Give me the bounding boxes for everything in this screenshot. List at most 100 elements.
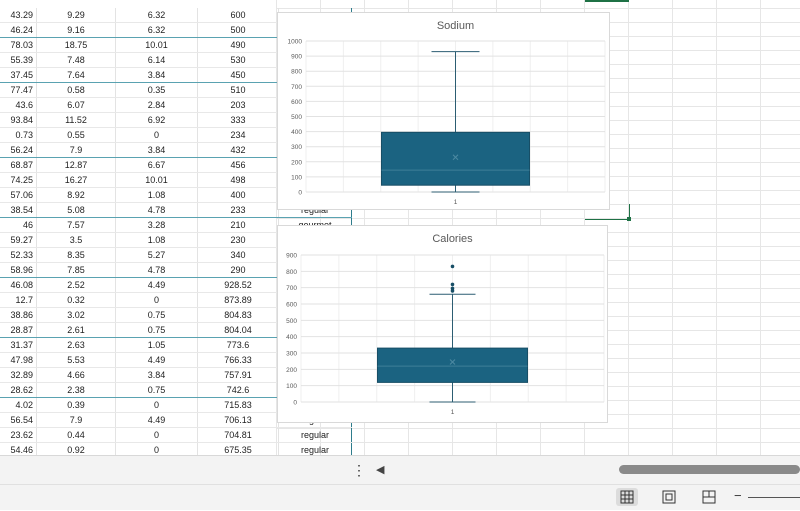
table-cell[interactable]: 28.87 — [0, 322, 37, 338]
table-cell[interactable]: 55.39 — [0, 52, 37, 68]
table-row[interactable]: 54.46 0.92 0 675.35 regular — [0, 442, 352, 455]
table-cell[interactable]: 18.75 — [36, 37, 116, 53]
table-cell[interactable]: 7.85 — [36, 262, 116, 278]
table-cell[interactable]: 290 — [197, 262, 279, 278]
table-cell[interactable]: 715.83 — [197, 397, 279, 413]
table-cell[interactable]: 5.08 — [36, 202, 116, 218]
table-cell[interactable]: 3.84 — [115, 67, 198, 83]
table-cell[interactable]: 8.35 — [36, 247, 116, 263]
table-cell[interactable]: 28.62 — [0, 382, 37, 398]
table-cell[interactable]: 3.84 — [115, 367, 198, 383]
table-cell[interactable]: 0.92 — [36, 442, 116, 455]
table-cell[interactable]: 5.53 — [36, 352, 116, 368]
table-cell[interactable]: 57.06 — [0, 187, 37, 203]
table-cell[interactable]: 6.32 — [115, 22, 198, 38]
scroll-left-icon[interactable]: ◀ — [376, 464, 385, 476]
table-cell[interactable]: 432 — [197, 142, 279, 158]
table-cell[interactable]: 9.16 — [36, 22, 116, 38]
table-cell[interactable]: 46.24 — [0, 22, 37, 38]
table-cell[interactable]: 704.81 — [197, 427, 279, 443]
table-cell[interactable]: 8.92 — [36, 187, 116, 203]
page-layout-view-button[interactable] — [658, 488, 680, 506]
table-row[interactable]: 23.62 0.44 0 704.81 regular — [0, 427, 352, 443]
table-cell[interactable]: 46 — [0, 217, 37, 233]
table-cell[interactable]: 203 — [197, 97, 279, 113]
table-cell[interactable]: 3.84 — [115, 142, 198, 158]
table-cell[interactable]: 6.92 — [115, 112, 198, 128]
table-cell[interactable]: 37.45 — [0, 67, 37, 83]
table-cell[interactable]: 6.14 — [115, 52, 198, 68]
table-cell[interactable]: 7.9 — [36, 142, 116, 158]
table-cell[interactable]: 58.96 — [0, 262, 37, 278]
table-cell[interactable]: 6.07 — [36, 97, 116, 113]
table-cell[interactable]: 4.49 — [115, 412, 198, 428]
table-cell[interactable]: 340 — [197, 247, 279, 263]
table-cell[interactable]: 56.24 — [0, 142, 37, 158]
table-cell[interactable]: 2.61 — [36, 322, 116, 338]
table-cell[interactable]: 56.54 — [0, 412, 37, 428]
table-cell[interactable]: 1.08 — [115, 187, 198, 203]
table-cell[interactable]: 0.58 — [36, 82, 116, 98]
table-cell[interactable]: 23.62 — [0, 427, 37, 443]
spreadsheet-grid[interactable]: 43.299.296.32600gourmet46.249.166.32500g… — [0, 0, 800, 455]
table-cell[interactable]: 500 — [197, 22, 279, 38]
table-cell[interactable]: 1.08 — [115, 232, 198, 248]
zoom-out-button[interactable]: − — [734, 488, 742, 503]
table-cell[interactable]: 234 — [197, 127, 279, 143]
table-cell[interactable]: 52.33 — [0, 247, 37, 263]
table-cell[interactable]: 2.63 — [36, 337, 116, 353]
table-cell[interactable]: 233 — [197, 202, 279, 218]
table-cell[interactable]: 510 — [197, 82, 279, 98]
table-cell[interactable]: 43.29 — [0, 8, 37, 23]
table-cell[interactable]: 1.05 — [115, 337, 198, 353]
table-cell[interactable]: 0.44 — [36, 427, 116, 443]
table-cell[interactable]: 928.52 — [197, 277, 279, 293]
table-cell[interactable]: 74.25 — [0, 172, 37, 188]
table-cell[interactable]: 333 — [197, 112, 279, 128]
table-cell[interactable]: 10.01 — [115, 37, 198, 53]
table-cell[interactable]: 766.33 — [197, 352, 279, 368]
table-cell[interactable]: 530 — [197, 52, 279, 68]
table-cell[interactable]: 12.87 — [36, 157, 116, 173]
table-cell[interactable]: 3.5 — [36, 232, 116, 248]
table-cell[interactable]: 0 — [115, 442, 198, 455]
table-cell[interactable]: 47.98 — [0, 352, 37, 368]
table-cell[interactable]: 38.54 — [0, 202, 37, 218]
table-cell[interactable]: 77.47 — [0, 82, 37, 98]
table-cell[interactable]: 400 — [197, 187, 279, 203]
table-cell[interactable]: 9.29 — [36, 8, 116, 23]
table-cell[interactable]: 2.52 — [36, 277, 116, 293]
more-options-icon[interactable]: ⋮ — [352, 462, 366, 478]
table-cell[interactable]: 757.91 — [197, 367, 279, 383]
table-cell[interactable]: 0.73 — [0, 127, 37, 143]
table-cell[interactable]: 5.27 — [115, 247, 198, 263]
table-cell[interactable]: 456 — [197, 157, 279, 173]
table-cell[interactable]: 230 — [197, 232, 279, 248]
table-cell[interactable]: 7.64 — [36, 67, 116, 83]
table-cell[interactable]: 490 — [197, 37, 279, 53]
table-cell[interactable]: 773.6 — [197, 337, 279, 353]
table-cell[interactable]: 0 — [115, 292, 198, 308]
table-cell[interactable]: 59.27 — [0, 232, 37, 248]
table-cell[interactable]: 46.08 — [0, 277, 37, 293]
zoom-slider[interactable] — [748, 497, 800, 498]
table-cell[interactable]: 93.84 — [0, 112, 37, 128]
table-cell[interactable]: 600 — [197, 8, 279, 23]
calories-chart[interactable]: Calories 0 100 200 300 400 500 600 700 800 900 1 — [277, 225, 608, 423]
table-cell[interactable]: 0.35 — [115, 82, 198, 98]
table-cell[interactable]: 0.75 — [115, 307, 198, 323]
horizontal-scrollbar[interactable] — [619, 465, 800, 474]
table-cell[interactable]: 31.37 — [0, 337, 37, 353]
table-cell[interactable]: 16.27 — [36, 172, 116, 188]
table-cell[interactable]: 804.83 — [197, 307, 279, 323]
normal-view-button[interactable] — [616, 488, 638, 506]
table-cell[interactable]: 210 — [197, 217, 279, 233]
table-cell[interactable]: 3.02 — [36, 307, 116, 323]
sodium-chart[interactable]: Sodium 0 100 200 300 400 500 600 700 800 900 1000 1 — [277, 12, 610, 210]
table-cell[interactable]: 7.57 — [36, 217, 116, 233]
table-cell[interactable]: 0 — [115, 427, 198, 443]
table-cell[interactable]: 2.84 — [115, 97, 198, 113]
table-cell[interactable]: 450 — [197, 67, 279, 83]
table-cell[interactable]: regular — [278, 442, 352, 455]
